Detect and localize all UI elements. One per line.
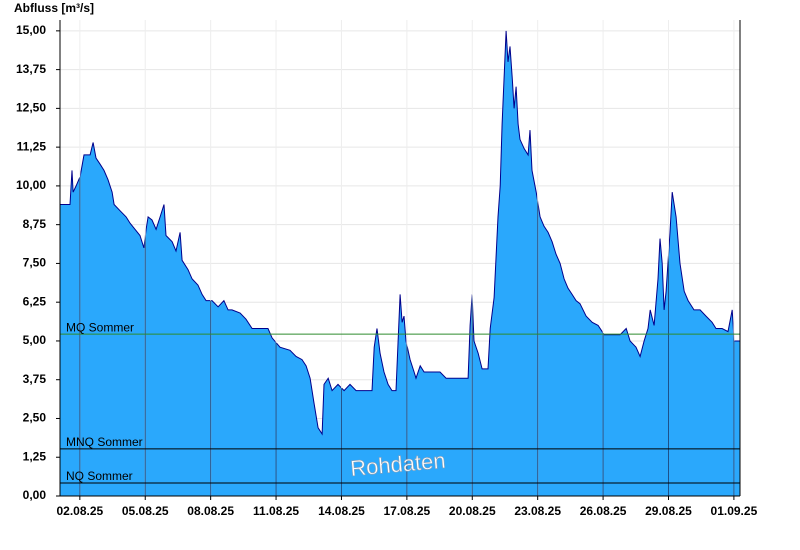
y-tick-label: 15,00 (16, 23, 46, 37)
x-tick-label: 05.08.25 (122, 504, 169, 518)
y-tick-label: 8,75 (23, 217, 47, 231)
y-tick-label: 3,75 (23, 372, 47, 386)
x-tick-label: 14.08.25 (318, 504, 365, 518)
area-line (60, 30, 740, 436)
x-tick-label: 29.08.25 (645, 504, 692, 518)
y-tick-label: 12,50 (16, 101, 46, 115)
x-tick-label: 08.08.25 (187, 504, 234, 518)
y-tick-label: 11,25 (17, 139, 47, 153)
y-tick-label: 2,50 (23, 411, 47, 425)
y-tick-label: 13,75 (16, 62, 46, 76)
y-tick-label: 7,50 (23, 256, 47, 270)
y-tick-label: 0,00 (23, 488, 47, 502)
y-tick-label: 6,25 (23, 294, 47, 308)
x-tick-label: 17.08.25 (384, 504, 431, 518)
area (60, 30, 740, 497)
x-tick-label: 26.08.25 (580, 504, 627, 518)
x-tick-label: 23.08.25 (514, 504, 561, 518)
x-tick-label: 11.08.25 (253, 504, 299, 518)
y-tick-label: 1,25 (23, 449, 47, 463)
reference-label: MNQ Sommer (66, 435, 143, 449)
x-tick-label: 02.08.25 (56, 504, 103, 518)
reference-label: MQ Sommer (66, 320, 134, 334)
x-tick-label: 01.09.25 (711, 504, 758, 518)
y-tick-label: 5,00 (23, 333, 47, 347)
reference-label: NQ Sommer (66, 469, 133, 483)
y-axis-title: Abfluss [m³/s] (14, 1, 94, 15)
x-tick-label: 20.08.25 (449, 504, 496, 518)
y-tick-label: 10,00 (16, 178, 46, 192)
